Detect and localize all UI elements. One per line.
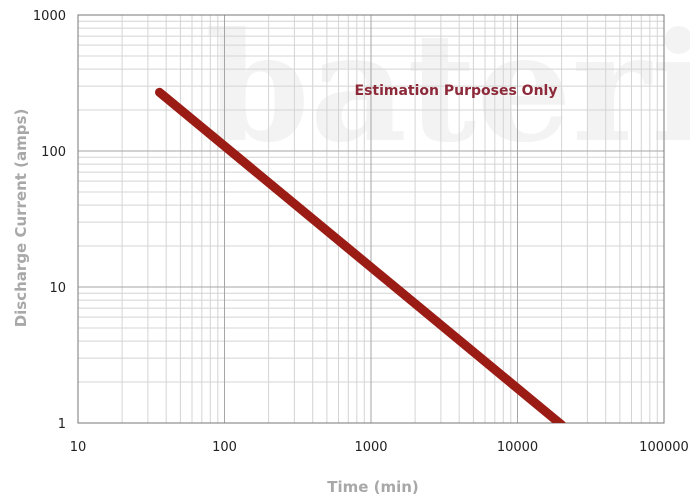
x-axis-title: Time (min) (327, 478, 419, 496)
x-tick-labels: 10 100 1000 10000 100000 (70, 440, 689, 455)
y-tick-labels: 1 10 100 1000 (33, 9, 66, 432)
series-line (155, 87, 566, 423)
y-tick-label: 10 (49, 281, 66, 296)
watermark-text: bateria (205, 0, 690, 176)
y-tick-label: 100 (41, 145, 66, 160)
plot-frame (77, 14, 665, 424)
y-tick-label: 1000 (33, 9, 66, 24)
x-tick-label: 100 (212, 440, 237, 455)
x-tick-label: 1000 (354, 440, 387, 455)
y-tick-label: 1 (58, 417, 66, 432)
estimation-annotation: Estimation Purposes Only (355, 83, 558, 99)
series-layer (155, 87, 566, 423)
x-tick-label: 100000 (639, 440, 689, 455)
x-tick-label: 10 (70, 440, 87, 455)
x-tick-label: 10000 (497, 440, 538, 455)
y-axis-title: Discharge Current (amps) (12, 109, 30, 328)
